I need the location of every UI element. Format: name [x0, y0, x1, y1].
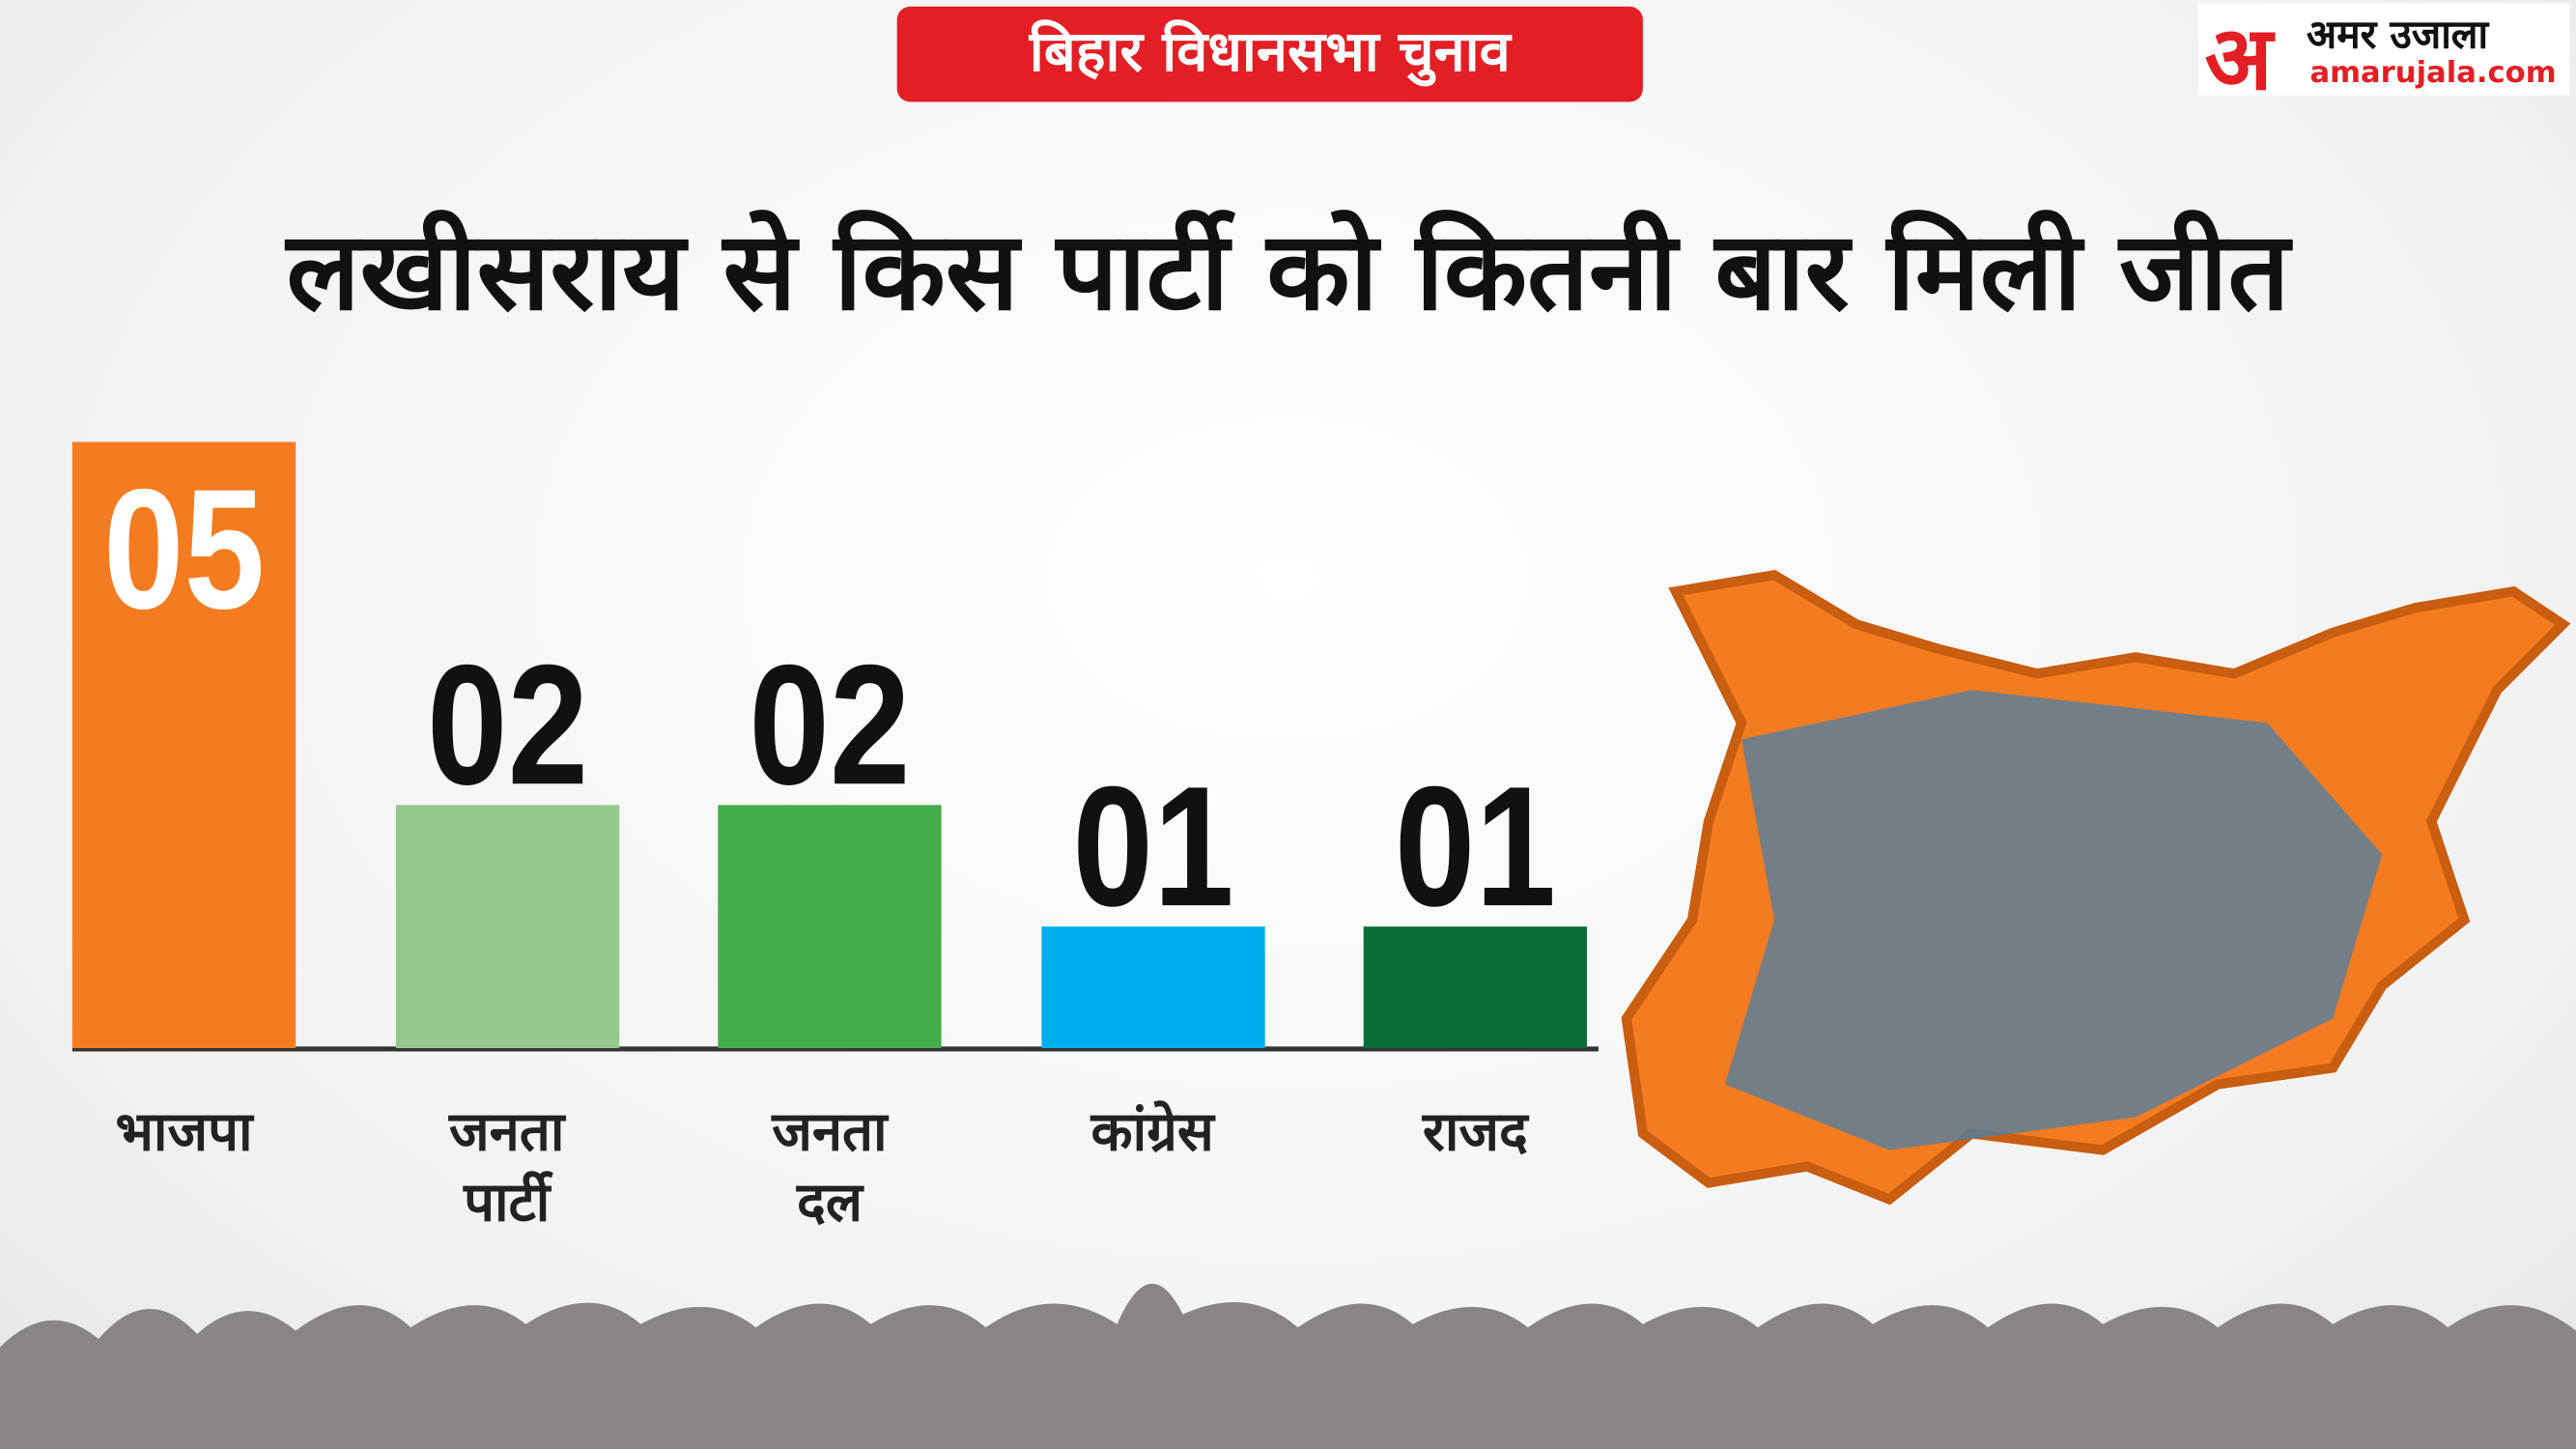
- value-label: 05: [102, 455, 266, 646]
- chart-title: लखीसराय से किस पार्टी को कितनी बार मिली …: [286, 208, 2290, 335]
- x-tick-label: राजद: [1422, 1098, 1528, 1164]
- x-tick-label: जनता दल: [772, 1098, 888, 1235]
- crowd: [1724, 690, 2383, 1151]
- badge: बिहार विधानसभा चुनाव: [896, 6, 1643, 102]
- value-label: 01: [1394, 753, 1557, 944]
- logo-mark: अ: [2204, 6, 2273, 110]
- x-tick-label: कांग्रेस: [1090, 1098, 1214, 1164]
- bar: [1040, 926, 1264, 1049]
- logo: अ अमर उजाला amarujala.com: [2197, 3, 2570, 110]
- x-tick-label: जनता पार्टी: [449, 1098, 565, 1235]
- value-label: 02: [426, 631, 588, 823]
- crowd-silhouette: [0, 1283, 2576, 1449]
- value-label: 02: [749, 631, 911, 823]
- logo-site: amarujala.com: [2309, 55, 2557, 91]
- bar: [1363, 926, 1588, 1049]
- x-tick-label: भाजपा: [115, 1098, 253, 1164]
- bar: [71, 441, 297, 1049]
- bar: [718, 805, 942, 1049]
- logo-name: अमर उजाला: [2307, 11, 2489, 58]
- value-label: 01: [1071, 753, 1233, 944]
- baseline: [71, 1046, 1599, 1052]
- bar: [395, 805, 619, 1049]
